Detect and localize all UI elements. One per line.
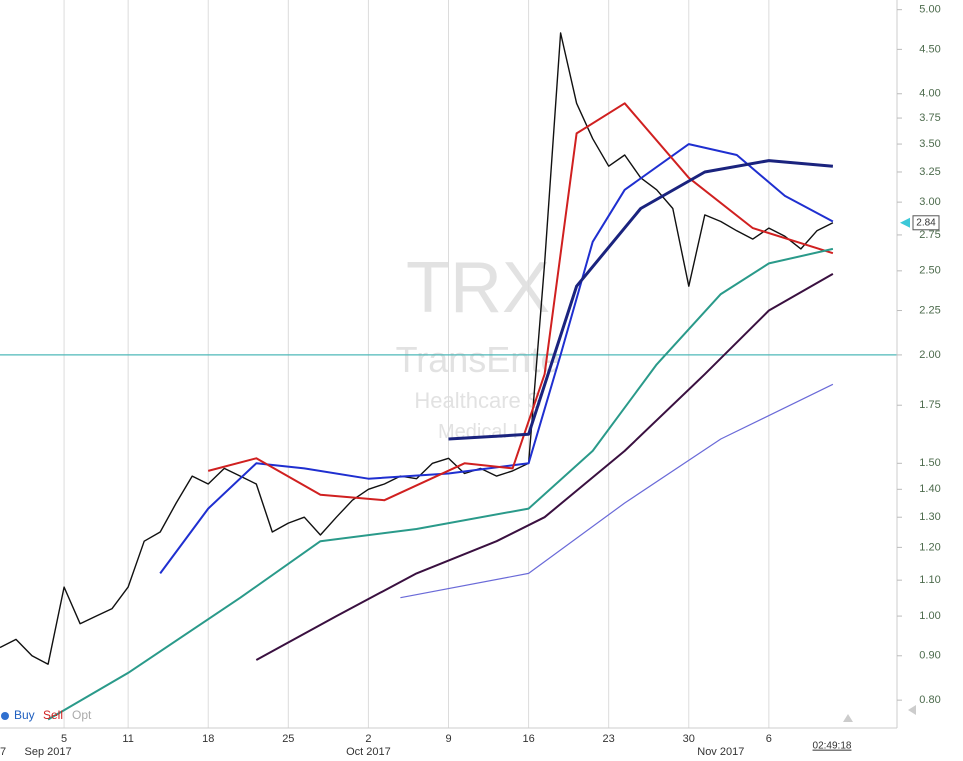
x-tick-label: 9 [445,733,451,745]
y-tick-label: 3.75 [919,112,940,124]
y-tick-label: 1.75 [919,399,940,411]
series-line [400,383,834,599]
series-line [47,247,834,721]
x-month-label: Oct 2017 [346,746,391,758]
y-tick-label: 5.00 [919,4,940,16]
series-line [159,143,834,574]
y-tick-label: 1.10 [919,574,940,586]
y-tick-label: 3.25 [919,166,940,178]
y-tick-label: 1.00 [919,610,940,622]
watermark-name: TransEnte [396,339,561,380]
y-tick-label: 1.30 [919,511,940,523]
plot-area [0,0,897,728]
scroll-arrow[interactable] [908,705,916,715]
x-month-label: Nov 2017 [697,746,744,758]
watermark-symbol: TRX [406,248,550,328]
option-button[interactable]: Opt [72,708,92,722]
y-tick-label: 4.50 [919,43,940,55]
x-tick-label: 5 [61,733,67,745]
y-tick-label: 2.50 [919,265,940,277]
y-tick-label: 3.50 [919,138,940,150]
y-tick-label: 1.20 [919,541,940,553]
sell-button[interactable]: Sell [43,708,63,722]
y-tick-label: 2.00 [919,349,940,361]
price-arrow [900,217,910,228]
y-tick-label: 2.75 [919,229,940,241]
y-tick-label: 0.90 [919,650,940,662]
x-tick-label: 6 [766,733,772,745]
series-line [0,32,834,665]
price-tag: 2.84 [916,217,936,228]
y-tick-label: 1.40 [919,483,940,495]
x-tick-label: 16 [522,733,534,745]
price-tag-box [912,215,940,231]
x-month-label: 17 [0,746,6,758]
toolbar: Buy Sell Opt [1,708,92,722]
scroll-arrow[interactable] [843,714,853,722]
buy-button[interactable]: Buy [14,708,35,722]
x-tick-label: 23 [603,733,615,745]
toolbar-icon[interactable] [1,712,9,720]
series-line [255,273,834,661]
x-tick-label: 30 [683,733,695,745]
y-tick-label: 4.00 [919,88,940,100]
x-tick-label: 2 [365,733,371,745]
watermark-sector: Healthcare S [414,388,541,413]
x-month-label: Sep 2017 [24,746,71,758]
x-tick-label: 11 [122,733,133,745]
clock: 02:49:18 [813,741,852,752]
series-line [207,102,834,502]
y-tick-label: 2.25 [919,304,940,316]
y-tick-label: 3.00 [919,196,940,208]
y-tick-label: 0.80 [919,694,940,706]
y-tick-label: 1.50 [919,457,940,469]
x-tick-label: 18 [202,733,214,745]
series-line [448,159,834,441]
x-tick-label: 25 [282,733,294,745]
